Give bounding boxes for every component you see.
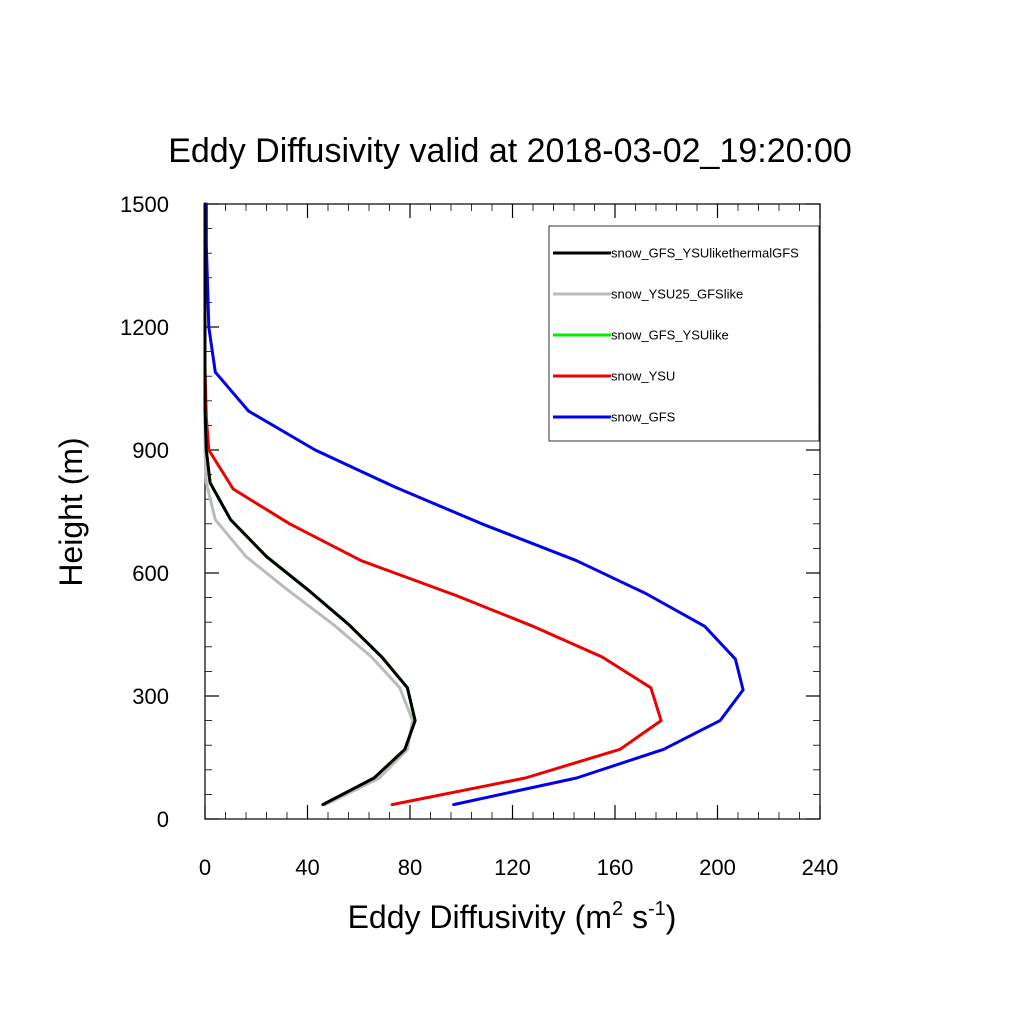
x-tick-label: 200: [699, 855, 736, 880]
x-axis-label-mid: s: [623, 899, 648, 935]
x-axis-label-sup2: -1: [648, 898, 666, 920]
x-tick-label: 80: [398, 855, 422, 880]
chart-title: Eddy Diffusivity valid at 2018-03-02_19:…: [168, 132, 852, 170]
x-tick-label: 240: [802, 855, 839, 880]
series-line-snow_GFS: [204, 202, 745, 807]
x-axis-label-sup1: 2: [612, 898, 623, 920]
x-tick-label: 40: [295, 855, 319, 880]
x-axis-label: Eddy Diffusivity (m2 s-1): [348, 898, 677, 935]
plot-area: 0 40 80 120 160 200 240 0 300 600 900 1200 1500: [120, 192, 838, 880]
x-axis-label-main: Eddy Diffusivity (m: [348, 899, 612, 935]
series-line-snow_GFS_YSUlikethermalGFS: [203, 202, 417, 807]
x-axis-label-end: ): [666, 899, 677, 935]
legend-label: snow_YSU25_GFSlike: [611, 287, 743, 302]
y-tick-label: 1200: [120, 315, 169, 340]
y-axis-label: Height (m): [53, 437, 89, 586]
y-tick-label: 900: [132, 438, 169, 463]
legend-label: snow_GFS: [611, 410, 676, 425]
legend-label: snow_GFS_YSUlikethermalGFS: [611, 246, 799, 261]
y-tick-label: 600: [132, 561, 169, 586]
legend-label: snow_GFS_YSUlike: [611, 328, 729, 343]
legend: snow_GFS_YSUlikethermalGFS snow_YSU25_GFS…: [548, 225, 820, 442]
x-tick-label: 0: [199, 855, 211, 880]
series-line-snow_GFS_YSUlike: [203, 202, 417, 807]
series-line-snow_YSU25_GFSlike: [203, 202, 415, 807]
y-tick-label: 1500: [120, 192, 169, 217]
y-tick-label: 0: [157, 807, 169, 832]
x-tick-label: 120: [494, 855, 531, 880]
y-tick-label: 300: [132, 684, 169, 709]
x-tick-label: 160: [597, 855, 634, 880]
legend-label: snow_YSU: [611, 369, 675, 384]
